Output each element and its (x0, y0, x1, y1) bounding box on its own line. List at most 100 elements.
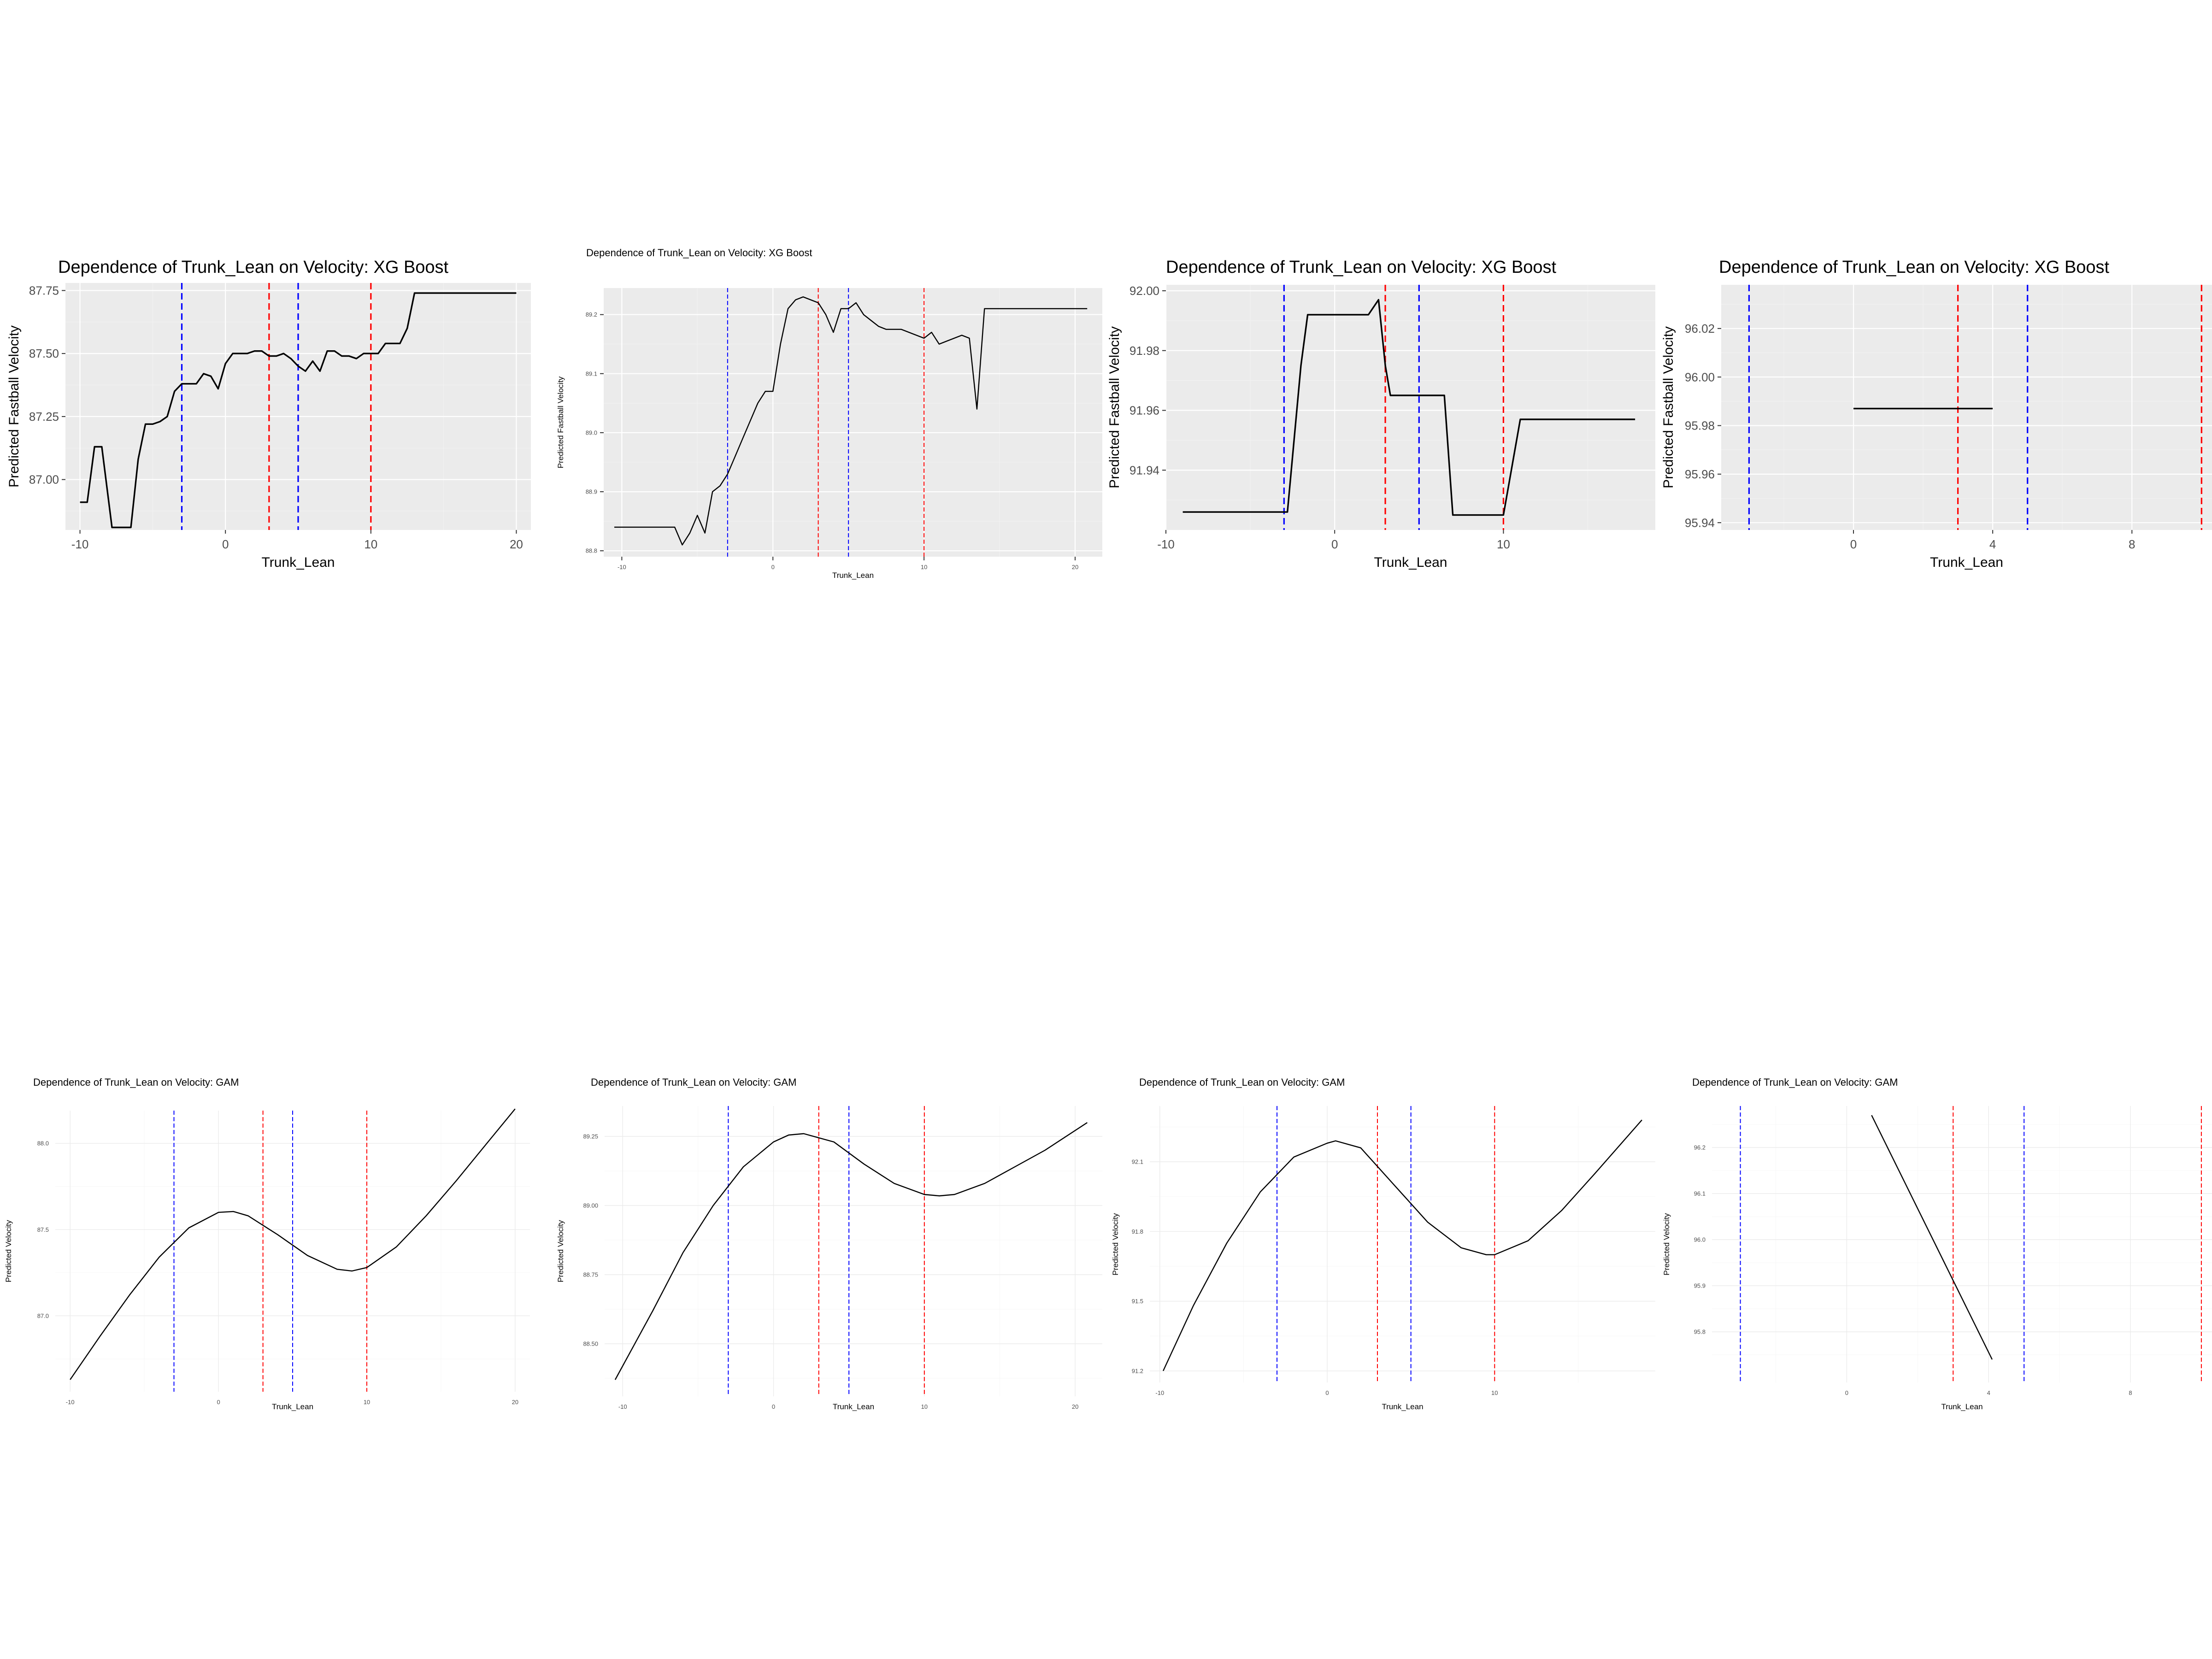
y-tick-label: 91.5 (1132, 1298, 1143, 1305)
chart-title: Dependence of Trunk_Lean on Velocity: GA… (591, 1077, 796, 1088)
x-tick-label: 0 (772, 1403, 775, 1410)
y-tick-label: 89.00 (583, 1202, 598, 1209)
y-axis-title: Predicted Velocity (4, 1220, 13, 1282)
y-tick-label: 87.25 (29, 410, 59, 424)
x-tick-label: 20 (510, 537, 523, 551)
y-tick-label: 87.0 (37, 1312, 49, 1319)
x-tick-label: 20 (1072, 1403, 1078, 1410)
x-tick-label: -10 (71, 537, 89, 551)
x-tick-label: 0 (1850, 537, 1857, 551)
chart-title: Dependence of Trunk_Lean on Velocity: XG… (586, 247, 812, 259)
x-axis-title: Trunk_Lean (1374, 555, 1447, 570)
y-axis-title: Predicted Fastball Velocity (1661, 326, 1676, 488)
x-tick-label: 0 (217, 1399, 220, 1406)
series-line-1 (614, 1122, 1088, 1380)
chart-panel-8: 0 4 8 95.8 95.9 96.0 96.1 96.2 Dependence of Tru… (1662, 1077, 2212, 1411)
y-tick-label: 95.96 (1685, 467, 1715, 481)
chart-panel-5: -10 0 10 20 87.0 87.5 88.0 Dependence of Trunk_… (4, 1077, 530, 1411)
chart-panel-3: -10 0 10 91.94 91.96 91.98 92.00 Dependence of … (1107, 258, 1655, 570)
x-axis-title: Trunk_Lean (1930, 555, 2003, 570)
x-tick-label: 0 (1845, 1389, 1848, 1396)
y-axis-title: Predicted Velocity (556, 1220, 565, 1282)
chart-title: Dependence of Trunk_Lean on Velocity: GA… (1692, 1077, 1898, 1088)
chart-panel-7: -10 0 10 91.2 91.5 91.8 92.1 Dependence of Trun… (1111, 1077, 1655, 1411)
y-tick-label: 88.75 (583, 1271, 598, 1278)
x-axis-title: Trunk_Lean (262, 555, 335, 570)
x-tick-label: -10 (618, 564, 626, 571)
y-axis-title: Predicted Velocity (1111, 1213, 1120, 1276)
series-line-1 (1871, 1115, 1993, 1360)
x-tick-label: 0 (771, 564, 775, 571)
x-tick-label: 10 (1497, 537, 1510, 551)
x-tick-label: 10 (1491, 1389, 1498, 1396)
y-tick-label: 96.00 (1685, 370, 1715, 384)
x-tick-label: 4 (1989, 537, 1996, 551)
x-axis-title: Trunk_Lean (272, 1402, 313, 1411)
y-tick-label: 88.50 (583, 1341, 598, 1347)
x-axis-title: Trunk_Lean (1941, 1402, 1983, 1411)
y-axis-title: Predicted Fastball Velocity (556, 376, 565, 468)
x-tick-label: 4 (1987, 1389, 1990, 1396)
x-tick-label: -10 (66, 1399, 75, 1406)
x-axis-title: Trunk_Lean (833, 1402, 874, 1411)
y-tick-label: 89.0 (586, 429, 597, 436)
y-tick-label: 89.25 (583, 1133, 598, 1140)
x-tick-label: -10 (1155, 1389, 1164, 1396)
chart-panel-2: -10 0 10 20 88.8 88.9 89.0 89.1 89.2 Dependence o… (556, 247, 1102, 580)
y-tick-label: 87.5 (37, 1226, 49, 1233)
plot-background (604, 288, 1102, 557)
x-axis-title: Trunk_Lean (832, 571, 874, 580)
x-tick-label: 10 (921, 1403, 928, 1410)
y-tick-label: 87.00 (29, 473, 59, 487)
x-axis-title: Trunk_Lean (1382, 1402, 1423, 1411)
y-tick-label: 89.1 (586, 370, 597, 377)
x-tick-label: 10 (364, 1399, 370, 1406)
y-tick-label: 88.9 (586, 488, 597, 495)
chart-title: Dependence of Trunk_Lean on Velocity: XG… (1166, 258, 1557, 277)
y-tick-label: 91.98 (1130, 344, 1159, 358)
chart-title: Dependence of Trunk_Lean on Velocity: XG… (1719, 258, 2110, 277)
y-tick-label: 88.8 (586, 547, 597, 554)
y-axis-title: Predicted Fastball Velocity (6, 325, 22, 488)
x-tick-label: -10 (1157, 537, 1175, 551)
y-tick-label: 95.94 (1685, 516, 1715, 529)
x-tick-label: 8 (2129, 537, 2135, 551)
series-line-1 (80, 292, 517, 529)
chart-title: Dependence of Trunk_Lean on Velocity: XG… (58, 258, 449, 277)
y-tick-label: 91.94 (1130, 463, 1159, 477)
y-tick-label: 91.2 (1132, 1367, 1143, 1374)
y-tick-label: 95.98 (1685, 419, 1715, 433)
y-tick-label: 89.2 (586, 311, 597, 318)
y-tick-label: 91.96 (1130, 404, 1159, 418)
chart-panel-1: -10 0 10 20 87.00 87.25 87.50 87.75 Dependence o… (6, 258, 531, 570)
chart-panel-4: 0 4 8 95.94 95.96 95.98 96.00 96.02 Dependence o… (1661, 258, 2212, 570)
x-tick-label: 10 (364, 537, 377, 551)
x-tick-label: 0 (222, 537, 229, 551)
y-axis-title: Predicted Velocity (1662, 1213, 1671, 1276)
y-tick-label: 88.0 (37, 1140, 49, 1147)
y-tick-label: 87.75 (29, 284, 59, 298)
chart-title: Dependence of Trunk_Lean on Velocity: GA… (33, 1077, 239, 1088)
y-tick-label: 91.8 (1132, 1228, 1143, 1235)
series-line-1 (1182, 299, 1635, 516)
y-tick-label: 92.1 (1132, 1159, 1143, 1165)
plot-background (1721, 285, 2212, 530)
x-tick-label: 20 (512, 1399, 518, 1406)
y-tick-label: 95.9 (1694, 1282, 1706, 1289)
y-tick-label: 96.0 (1694, 1236, 1706, 1243)
chart-panel-6: -10 0 10 20 88.50 88.75 89.00 89.25 Dependence o… (556, 1077, 1102, 1411)
plot-background (1150, 1106, 1655, 1382)
plot-background (605, 1106, 1102, 1396)
y-tick-label: 95.8 (1694, 1329, 1706, 1335)
y-tick-label: 96.02 (1685, 322, 1715, 335)
plot-background (1166, 285, 1655, 530)
series-line-1 (70, 1108, 516, 1380)
y-tick-label: 92.00 (1130, 284, 1159, 298)
x-tick-label: 10 (921, 564, 927, 571)
series-line-1 (614, 296, 1088, 546)
x-tick-label: 0 (1331, 537, 1338, 551)
y-tick-label: 96.2 (1694, 1144, 1706, 1151)
y-axis-title: Predicted Fastball Velocity (1107, 326, 1122, 488)
y-tick-label: 96.1 (1694, 1190, 1706, 1197)
